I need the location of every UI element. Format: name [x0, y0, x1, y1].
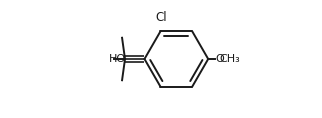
Text: CH₃: CH₃ [220, 54, 241, 64]
Text: Cl: Cl [156, 11, 167, 24]
Text: O: O [215, 54, 224, 64]
Text: HO: HO [109, 54, 126, 64]
